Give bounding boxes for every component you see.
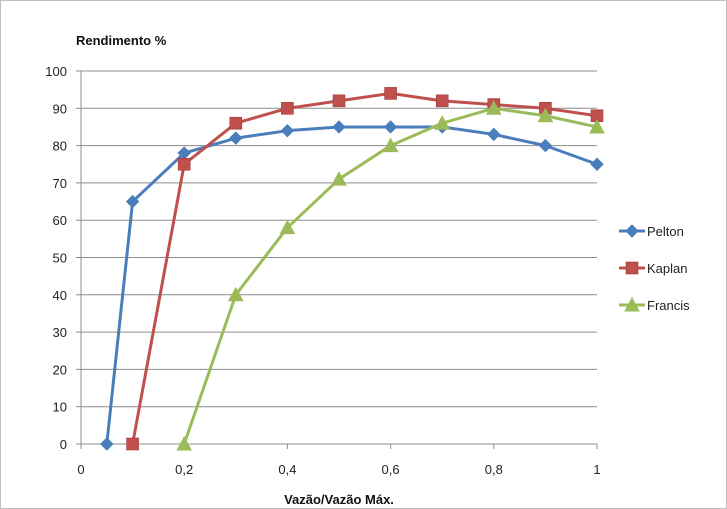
data-point-francis: [537, 107, 554, 123]
data-point-francis: [485, 100, 502, 115]
data-point-kaplan: [126, 437, 139, 451]
data-point-kaplan: [177, 157, 191, 171]
data-point-francis: [331, 171, 347, 186]
y-tick-label: 0: [60, 437, 67, 452]
y-tick-label: 20: [53, 362, 67, 377]
y-tick-label: 70: [53, 176, 67, 191]
y-tick-label: 10: [53, 400, 67, 415]
data-point-kaplan: [384, 87, 397, 100]
x-tick-label: 1: [593, 462, 600, 477]
data-point-pelton: [100, 437, 114, 451]
gridlines: [81, 70, 597, 408]
x-tick-label: 0,6: [382, 462, 400, 477]
data-point-pelton: [229, 131, 243, 145]
y-tick-label: 30: [53, 325, 67, 340]
y-tick-label: 60: [53, 213, 67, 228]
data-point-kaplan: [229, 116, 243, 130]
legend-label-francis: Francis: [647, 298, 690, 313]
data-point-francis: [227, 286, 244, 302]
legend-label-pelton: Pelton: [647, 224, 684, 239]
legend-label-kaplan: Kaplan: [647, 261, 687, 276]
data-point-pelton: [538, 138, 553, 153]
y-tick-label: 50: [53, 251, 67, 266]
x-tick-label: 0,2: [175, 462, 193, 477]
tick-labels: 0 10 20 30 40 50 60 70 80 90 100 0 0,2 0,4 0,6 0,8 1: [45, 64, 600, 477]
legend-marker-kaplan: [625, 261, 639, 275]
y-axis-title: Rendimento %: [76, 33, 167, 48]
x-axis-title: Vazão/Vazão Máx.: [284, 492, 394, 507]
x-tick-label: 0,8: [485, 462, 503, 477]
data-point-kaplan: [332, 94, 346, 108]
data-point-francis: [176, 435, 193, 451]
legend: Pelton Kaplan Francis: [619, 224, 690, 313]
data-point-pelton: [487, 127, 501, 142]
data-point-francis: [279, 219, 296, 235]
x-tick-label: 0,4: [278, 462, 296, 477]
y-tick-label: 40: [53, 288, 67, 303]
series-line-francis: [182, 106, 598, 445]
series-line-pelton: [105, 125, 598, 445]
data-point-pelton: [332, 120, 346, 134]
data-point-pelton: [125, 194, 140, 209]
series-lines: [100, 87, 605, 451]
data-point-francis: [589, 118, 605, 134]
series-line-kaplan: [131, 91, 598, 445]
y-tick-label: 90: [53, 101, 67, 116]
axes: [76, 70, 598, 449]
legend-marker-pelton: [625, 224, 639, 238]
data-point-kaplan: [281, 102, 294, 115]
y-tick-label: 80: [53, 139, 67, 154]
legend-marker-francis: [624, 296, 640, 312]
x-tick-label: 0: [77, 462, 84, 477]
data-point-kaplan: [435, 94, 449, 108]
data-point-pelton: [590, 157, 604, 171]
data-point-francis: [382, 137, 399, 153]
y-tick-label: 100: [45, 64, 67, 79]
data-point-pelton: [383, 120, 398, 134]
data-point-pelton: [280, 123, 295, 138]
data-point-francis: [434, 115, 451, 130]
